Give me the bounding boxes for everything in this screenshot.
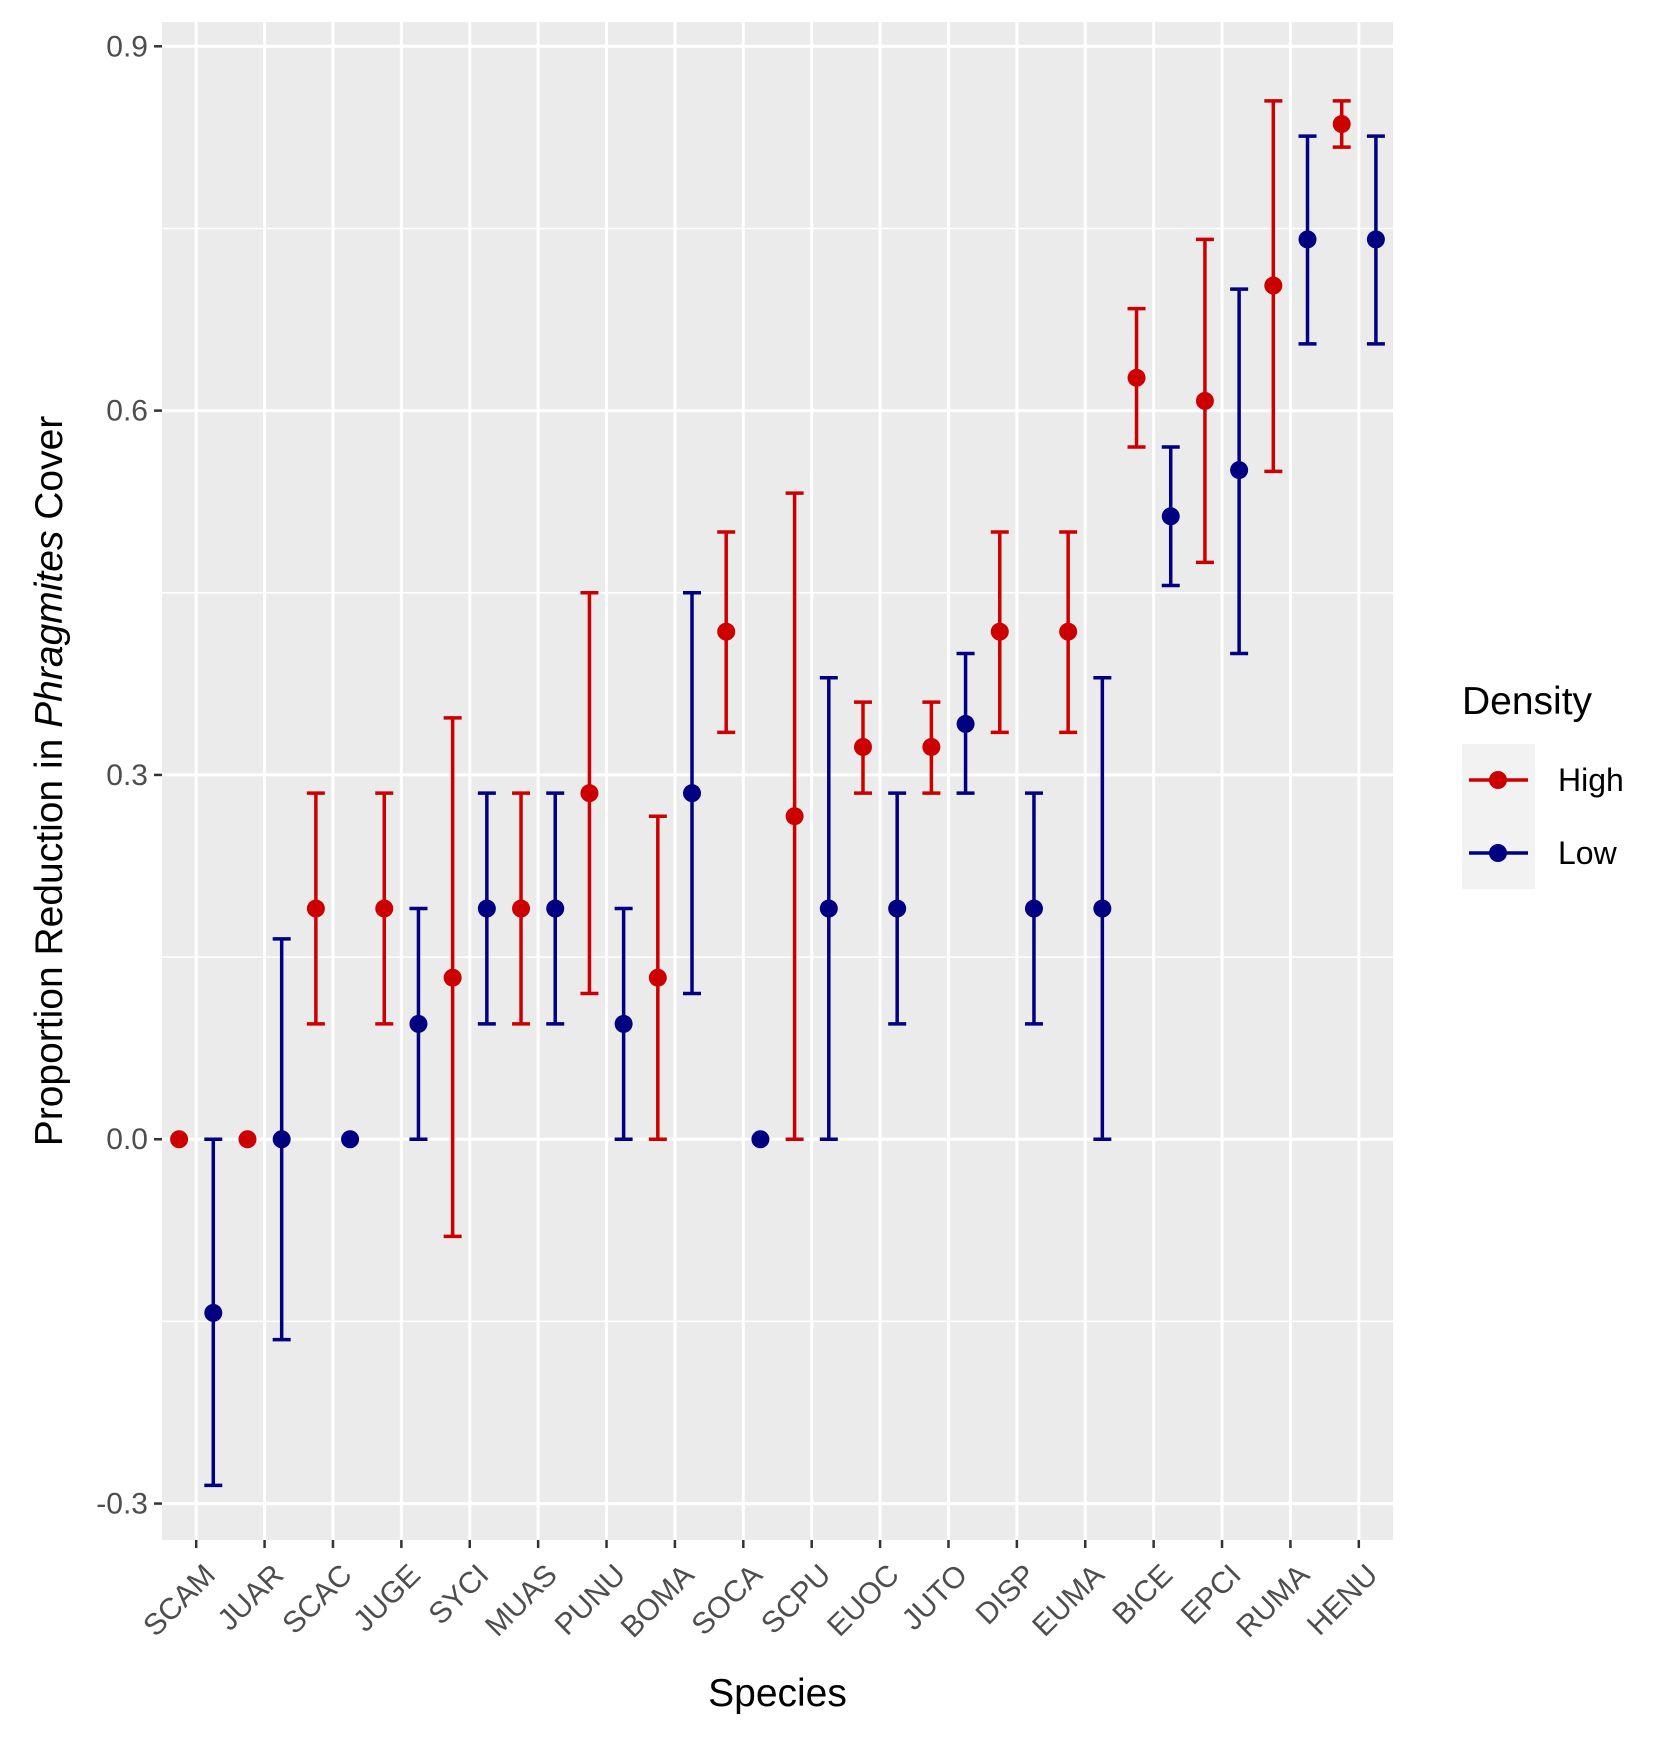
- point-low: [409, 1014, 428, 1033]
- point-high: [238, 1130, 257, 1149]
- point-low: [1230, 461, 1249, 480]
- grid-minor: [162, 227, 1393, 1323]
- point-low: [1298, 230, 1317, 249]
- point-high: [306, 899, 325, 918]
- point-low: [272, 1130, 291, 1149]
- legend-items: High Low: [1469, 762, 1624, 871]
- x-tick-label: BICE: [1106, 1558, 1179, 1631]
- point-low: [1366, 230, 1385, 249]
- point-high: [853, 737, 872, 756]
- points: [170, 115, 1385, 1322]
- point-low: [1161, 507, 1180, 526]
- y-tick-label: 0.6: [106, 395, 148, 428]
- legend-key-point: [1489, 844, 1507, 862]
- y-axis-title: Proportion Reduction in Phragmites Cover: [28, 416, 71, 1147]
- y-axis-title-prefix: Proportion Reduction in: [28, 728, 71, 1146]
- legend: Density High Low: [1462, 680, 1624, 889]
- y-tick-label: -0.3: [96, 1488, 148, 1521]
- point-low: [1093, 899, 1112, 918]
- y-tick-label: 0.0: [106, 1123, 148, 1156]
- x-tick-label: SCAM: [137, 1558, 222, 1643]
- x-tick-label: EUOC: [821, 1558, 906, 1643]
- point-high: [1195, 391, 1214, 410]
- x-tick-label: PUNU: [549, 1558, 632, 1641]
- x-axis-title: Species: [708, 1672, 847, 1715]
- y-tick-label: 0.9: [106, 30, 148, 63]
- point-high: [580, 784, 599, 803]
- legend-title: Density: [1462, 680, 1593, 723]
- legend-item-low: Low: [1469, 835, 1618, 871]
- x-tick-label: JUGE: [347, 1558, 427, 1638]
- point-high: [512, 899, 531, 918]
- point-low: [204, 1303, 223, 1322]
- y-axis-title-italic: Phragmites: [28, 531, 71, 728]
- x-tick-label: RUMA: [1230, 1558, 1316, 1644]
- y-axis-title-suffix: Cover: [28, 416, 71, 531]
- x-tick-label: SCPU: [755, 1558, 837, 1640]
- x-tick-label: HENU: [1301, 1558, 1384, 1641]
- point-high: [375, 899, 394, 918]
- y-axis: -0.3 0.0 0.3 0.6 0.9: [96, 30, 162, 1521]
- point-low: [614, 1014, 633, 1033]
- point-high: [1127, 368, 1146, 387]
- legend-item-high: High: [1469, 762, 1624, 798]
- point-high: [990, 622, 1009, 641]
- point-high: [443, 968, 462, 987]
- x-tick-label: SOCA: [686, 1558, 769, 1641]
- legend-key-background: [1462, 744, 1535, 889]
- panel-background: [162, 22, 1393, 1540]
- point-low: [1024, 899, 1043, 918]
- legend-label: Low: [1558, 835, 1618, 871]
- point-low: [546, 899, 565, 918]
- legend-label: High: [1558, 762, 1624, 798]
- x-tick-label: JUAR: [212, 1558, 291, 1637]
- point-low: [683, 784, 702, 803]
- x-tick-label: MUAS: [479, 1558, 564, 1643]
- point-low: [819, 899, 838, 918]
- point-high: [648, 968, 667, 987]
- y-tick-label: 0.3: [106, 759, 148, 792]
- point-low: [751, 1130, 770, 1149]
- x-tick-label: EUMA: [1026, 1558, 1111, 1643]
- point-low: [888, 899, 907, 918]
- x-axis: SCAMJUARSCACJUGESYCIMUASPUNUBOMASOCASCPU…: [137, 1540, 1384, 1644]
- x-tick-label: SCAC: [276, 1558, 358, 1640]
- x-tick-label: BOMA: [615, 1558, 701, 1644]
- point-high: [717, 622, 736, 641]
- point-low: [477, 899, 496, 918]
- legend-key-point: [1489, 771, 1507, 789]
- x-tick-label: JUTO: [896, 1558, 974, 1636]
- point-high: [170, 1130, 189, 1149]
- point-high: [1332, 115, 1351, 134]
- point-high: [922, 737, 941, 756]
- point-high: [785, 807, 804, 826]
- point-high: [1264, 276, 1283, 295]
- point-low: [956, 714, 975, 733]
- grid-major: [162, 22, 1393, 1540]
- point-low: [341, 1130, 360, 1149]
- point-high: [1059, 622, 1078, 641]
